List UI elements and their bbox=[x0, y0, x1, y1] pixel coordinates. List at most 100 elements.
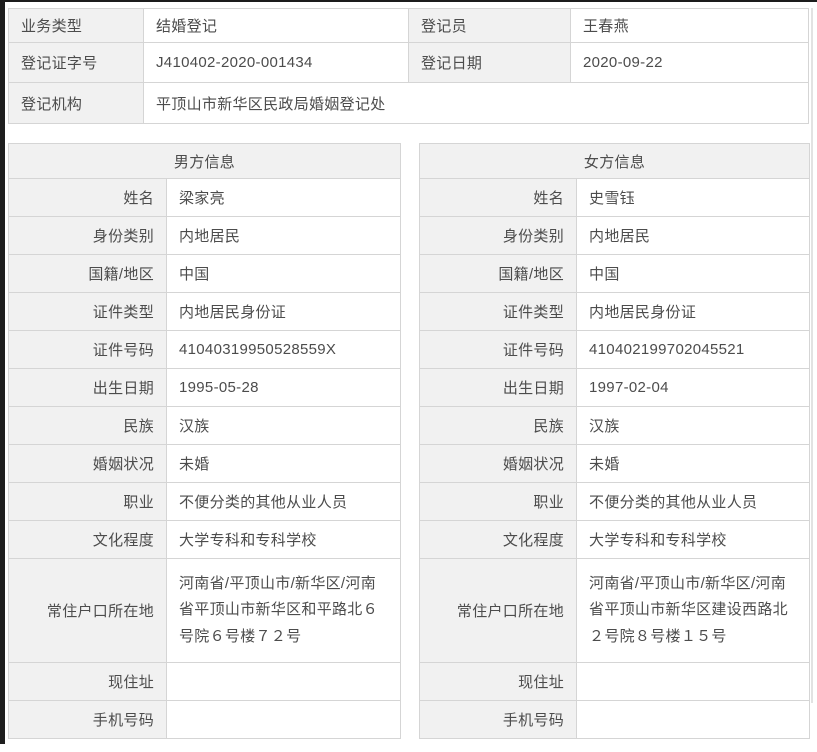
field-value bbox=[165, 662, 402, 701]
section-title: 女方信息 bbox=[419, 143, 811, 179]
field-label: 出生日期 bbox=[419, 368, 578, 407]
table-row: 民族 汉族 bbox=[419, 406, 811, 445]
table-row: 身份类别 内地居民 bbox=[419, 216, 811, 255]
field-label: 手机号码 bbox=[8, 700, 167, 739]
table-header-row: 男方信息 bbox=[7, 143, 402, 179]
table-row: 现住址 bbox=[419, 662, 811, 701]
field-label: 姓名 bbox=[8, 178, 167, 217]
table-row: 姓名 梁家亮 bbox=[8, 178, 402, 217]
table-row: 婚姻状况 未婚 bbox=[8, 444, 402, 483]
field-value: 不便分类的其他从业人员 bbox=[576, 482, 811, 521]
field-value bbox=[165, 700, 402, 739]
table-row: 职业 不便分类的其他从业人员 bbox=[419, 482, 811, 521]
table-row: 出生日期 1997-02-04 bbox=[419, 368, 811, 407]
field-value: 中国 bbox=[576, 254, 811, 293]
field-label: 手机号码 bbox=[419, 700, 578, 739]
field-label: 登记日期 bbox=[408, 42, 571, 83]
table-row: 出生日期 1995-05-28 bbox=[8, 368, 402, 407]
field-value: 内地居民身份证 bbox=[165, 292, 402, 331]
table-row: 登记机构 平顶山市新华区民政局婚姻登记处 bbox=[8, 82, 809, 124]
field-label: 民族 bbox=[8, 406, 167, 445]
table-row: 常住户口所在地 河南省/平顶山市/新华区/河南省平顶山市新华区建设西路北２号院８… bbox=[419, 558, 811, 663]
registration-summary-table: 业务类型 结婚登记 登记员 王春燕 登记证字号 J410402-2020-001… bbox=[8, 8, 809, 124]
section-title: 男方信息 bbox=[7, 143, 402, 179]
field-label: 证件号码 bbox=[419, 330, 578, 369]
field-value: 王春燕 bbox=[570, 8, 809, 43]
field-value: 结婚登记 bbox=[143, 8, 409, 43]
field-label: 登记证字号 bbox=[8, 42, 144, 83]
table-header-row: 女方信息 bbox=[419, 143, 811, 179]
field-value: 河南省/平顶山市/新华区/河南省平顶山市新华区和平路北６号院６号楼７２号 bbox=[165, 558, 402, 663]
field-value: 内地居民身份证 bbox=[576, 292, 811, 331]
table-row: 手机号码 bbox=[419, 700, 811, 739]
table-row: 业务类型 结婚登记 登记员 王春燕 bbox=[8, 8, 809, 43]
field-value: 不便分类的其他从业人员 bbox=[165, 482, 402, 521]
table-row: 姓名 史雪钰 bbox=[419, 178, 811, 217]
field-label: 证件类型 bbox=[419, 292, 578, 331]
female-info-table: 女方信息 姓名 史雪钰 身份类别 内地居民 国籍/地区 中国 证件类型 内地居民… bbox=[419, 143, 811, 739]
field-label: 婚姻状况 bbox=[8, 444, 167, 483]
field-label: 姓名 bbox=[419, 178, 578, 217]
field-value: 1995-05-28 bbox=[165, 368, 402, 407]
field-value bbox=[576, 662, 811, 701]
field-label: 职业 bbox=[8, 482, 167, 521]
table-row: 民族 汉族 bbox=[8, 406, 402, 445]
field-label: 职业 bbox=[419, 482, 578, 521]
field-value: 内地居民 bbox=[165, 216, 402, 255]
field-value: 中国 bbox=[165, 254, 402, 293]
table-row: 常住户口所在地 河南省/平顶山市/新华区/河南省平顶山市新华区和平路北６号院６号… bbox=[8, 558, 402, 663]
field-value: 大学专科和专科学校 bbox=[576, 520, 811, 559]
table-row: 职业 不便分类的其他从业人员 bbox=[8, 482, 402, 521]
field-value: 河南省/平顶山市/新华区/河南省平顶山市新华区建设西路北２号院８号楼１５号 bbox=[576, 558, 811, 663]
field-label: 现住址 bbox=[8, 662, 167, 701]
field-label: 文化程度 bbox=[8, 520, 167, 559]
field-label: 身份类别 bbox=[419, 216, 578, 255]
table-row: 国籍/地区 中国 bbox=[419, 254, 811, 293]
table-row: 文化程度 大学专科和专科学校 bbox=[8, 520, 402, 559]
field-label: 婚姻状况 bbox=[419, 444, 578, 483]
field-label: 国籍/地区 bbox=[8, 254, 167, 293]
table-row: 证件类型 内地居民身份证 bbox=[8, 292, 402, 331]
table-row: 证件类型 内地居民身份证 bbox=[419, 292, 811, 331]
table-row: 证件号码 410402199702045521 bbox=[419, 330, 811, 369]
person-panels: 男方信息 姓名 梁家亮 身份类别 内地居民 国籍/地区 中国 证件类型 内地居民… bbox=[7, 143, 811, 739]
field-label: 常住户口所在地 bbox=[8, 558, 167, 663]
field-value: 未婚 bbox=[165, 444, 402, 483]
field-label: 身份类别 bbox=[8, 216, 167, 255]
field-label: 常住户口所在地 bbox=[419, 558, 578, 663]
field-value: 2020-09-22 bbox=[570, 42, 809, 83]
field-label: 业务类型 bbox=[8, 8, 144, 43]
table-row: 国籍/地区 中国 bbox=[8, 254, 402, 293]
table-row: 手机号码 bbox=[8, 700, 402, 739]
male-info-table: 男方信息 姓名 梁家亮 身份类别 内地居民 国籍/地区 中国 证件类型 内地居民… bbox=[7, 143, 402, 739]
page-right-edge bbox=[811, 8, 813, 703]
field-value: 410402199702045521 bbox=[576, 330, 811, 369]
field-value bbox=[576, 700, 811, 739]
field-label: 民族 bbox=[419, 406, 578, 445]
field-label: 国籍/地区 bbox=[419, 254, 578, 293]
table-row: 登记证字号 J410402-2020-001434 登记日期 2020-09-2… bbox=[8, 42, 809, 83]
field-label: 证件类型 bbox=[8, 292, 167, 331]
table-row: 婚姻状况 未婚 bbox=[419, 444, 811, 483]
field-value: 内地居民 bbox=[576, 216, 811, 255]
table-row: 现住址 bbox=[8, 662, 402, 701]
field-value: J410402-2020-001434 bbox=[143, 42, 409, 83]
table-row: 身份类别 内地居民 bbox=[8, 216, 402, 255]
field-value: 未婚 bbox=[576, 444, 811, 483]
field-value: 平顶山市新华区民政局婚姻登记处 bbox=[143, 82, 809, 124]
table-row: 证件号码 41040319950528559X bbox=[8, 330, 402, 369]
field-label: 现住址 bbox=[419, 662, 578, 701]
field-value: 史雪钰 bbox=[576, 178, 811, 217]
field-value: 41040319950528559X bbox=[165, 330, 402, 369]
table-row: 文化程度 大学专科和专科学校 bbox=[419, 520, 811, 559]
window-top-edge bbox=[0, 0, 817, 2]
field-value: 1997-02-04 bbox=[576, 368, 811, 407]
field-value: 大学专科和专科学校 bbox=[165, 520, 402, 559]
field-label: 出生日期 bbox=[8, 368, 167, 407]
field-label: 登记机构 bbox=[8, 82, 144, 124]
window-left-edge bbox=[0, 0, 5, 744]
field-value: 汉族 bbox=[165, 406, 402, 445]
field-label: 证件号码 bbox=[8, 330, 167, 369]
field-label: 登记员 bbox=[408, 8, 571, 43]
field-label: 文化程度 bbox=[419, 520, 578, 559]
